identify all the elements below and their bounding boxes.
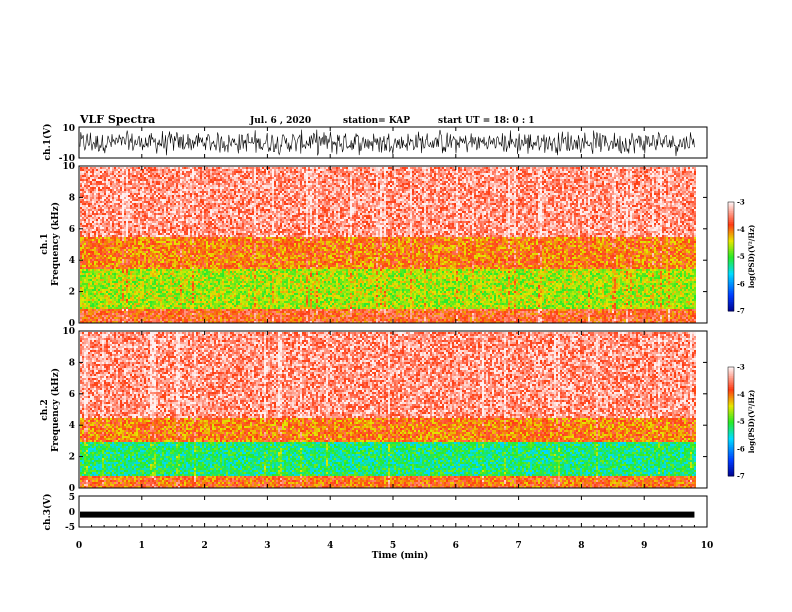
ch2-colorbar-tick: -7 xyxy=(737,472,745,481)
ch1-colorbar-label: log(PSD)(V²/Hz) xyxy=(747,225,756,289)
ch1-colorbar: -3 -4 -5 -6 -7 log(PSD)(V²/Hz) xyxy=(728,198,756,316)
x-tick-label: 8 xyxy=(578,541,584,551)
ch2-spectrogram-ytick-label: 6 xyxy=(69,390,75,400)
x-tick-label: 2 xyxy=(201,541,207,551)
x-tick-label: 7 xyxy=(515,541,521,551)
x-tick-label: 6 xyxy=(453,541,459,551)
vlf-figure: VLF Spectra Jul. 6 , 2020 station= KAP s… xyxy=(0,0,792,612)
ch1-colorbar-tick: -5 xyxy=(737,252,745,261)
station-label: station= KAP xyxy=(343,116,410,126)
ch1-colorbar-tick: -3 xyxy=(737,198,745,207)
ch3-wave-ylabel: ch.3(V) xyxy=(42,494,53,531)
x-axis-label: Time (min) xyxy=(372,550,429,561)
ch1-spectrogram-cells xyxy=(80,167,696,323)
x-tick-label: 10 xyxy=(701,541,714,551)
ch2-colorbar-tick: -6 xyxy=(737,444,745,453)
ch1-ytick-top: 10 xyxy=(62,124,75,134)
ch2-colorbar-tick: -3 xyxy=(737,363,745,372)
x-tick-label: 5 xyxy=(390,541,396,551)
ch2-freq-ylabel: Frequency (kHz) xyxy=(50,368,61,452)
ch3-waveform-series xyxy=(80,512,694,518)
ch2-spectrogram-cells xyxy=(80,332,696,488)
ch1-channel-label: ch.1 xyxy=(40,233,50,254)
ch2-channel-label: ch.2 xyxy=(40,399,50,420)
ch2-colorbar: -3 -4 -5 -6 -7 log(PSD)(V²/Hz) xyxy=(728,363,756,481)
x-tick-label: 3 xyxy=(264,541,270,551)
ch2-spectrogram-ytick-label: 4 xyxy=(69,421,75,431)
ch1-freq-ylabel: Frequency (kHz) xyxy=(50,202,61,286)
date-label: Jul. 6 , 2020 xyxy=(249,116,311,126)
ch2-spectrogram-ytick-label: 2 xyxy=(69,453,75,463)
ch2-colorbar-label: log(PSD)(V²/Hz) xyxy=(747,390,756,454)
start-ut-label: start UT = 18: 0 : 1 xyxy=(438,116,535,126)
ch1-spectrogram-ytick-label: 6 xyxy=(69,225,75,235)
ch1-colorbar-tick: -4 xyxy=(737,225,745,234)
ch3-ytick-mid: 0 xyxy=(69,508,75,518)
ch1-colorbar-tick: -7 xyxy=(737,307,745,316)
ch1-spectrogram-ytick-label: 8 xyxy=(69,193,75,203)
ch1-spectrogram-ytick-label: 2 xyxy=(69,288,75,298)
x-tick-label: 0 xyxy=(76,541,82,551)
ch1-wave-ylabel: ch.1(V) xyxy=(42,124,53,161)
ch3-ytick-bottom: -5 xyxy=(65,523,75,533)
ch2-spectrogram-ytick-label: 8 xyxy=(69,358,75,368)
ch3-waveform-frame xyxy=(79,496,707,527)
ch2-spectrogram-ytick-label: 10 xyxy=(62,327,75,337)
figure-title: VLF Spectra xyxy=(79,113,155,126)
ch1-colorbar-tick: -6 xyxy=(737,279,745,288)
ch1-spectrogram-ytick-label: 10 xyxy=(62,162,75,172)
ch2-colorbar-tick: -4 xyxy=(737,390,745,399)
ch3-ytick-top: 5 xyxy=(69,493,75,503)
x-tick-label: 4 xyxy=(327,541,333,551)
ch1-spectrogram-ytick-label: 4 xyxy=(69,256,75,266)
x-tick-label: 9 xyxy=(641,541,647,551)
x-tick-label: 1 xyxy=(139,541,145,551)
ch2-colorbar-tick: -5 xyxy=(737,417,745,426)
